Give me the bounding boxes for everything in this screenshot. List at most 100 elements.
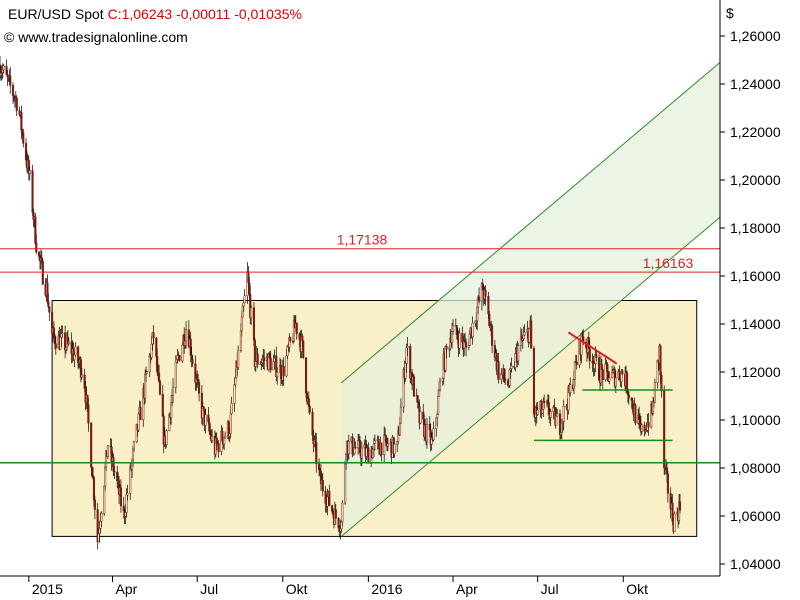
- candle-body: [425, 424, 429, 442]
- candle-body: [358, 440, 362, 453]
- candle-body: [100, 513, 103, 522]
- candle-body: [229, 413, 232, 434]
- watermark: © www.tradesignalonline.com: [4, 29, 188, 45]
- candle-body: [573, 361, 576, 380]
- candle-body: [234, 377, 237, 385]
- candle-body: [31, 170, 34, 213]
- candle-body: [315, 442, 318, 465]
- candle-body: [634, 404, 637, 424]
- candle-body: [22, 132, 25, 144]
- candle-body: [74, 346, 77, 356]
- candle-body: [341, 502, 344, 523]
- candle-body: [223, 437, 226, 445]
- candle-body: [64, 346, 68, 351]
- candle-body: [601, 369, 604, 380]
- candle-body: [653, 382, 656, 403]
- candle-body: [506, 380, 509, 386]
- candle-body: [83, 374, 86, 389]
- candle-body: [12, 95, 16, 99]
- candle-body: [399, 406, 402, 424]
- candle-body: [334, 509, 337, 519]
- candle-body: [458, 332, 461, 349]
- candle-body: [99, 521, 102, 529]
- candle-body: [441, 378, 444, 382]
- candle-body: [91, 467, 94, 477]
- candle-body: [318, 463, 321, 471]
- candle-body: [673, 513, 676, 532]
- candle-body: [198, 382, 201, 394]
- candle-body: [569, 384, 572, 393]
- candle-body: [660, 374, 663, 391]
- candle-body: [314, 439, 317, 443]
- candle-body: [126, 492, 129, 496]
- candle-body: [131, 459, 134, 470]
- candle-body: [503, 368, 506, 379]
- currency-label: $: [726, 5, 734, 21]
- candle-body: [671, 502, 674, 522]
- candle-body: [321, 480, 324, 492]
- candle-body: [340, 521, 343, 530]
- candle-body: [34, 216, 37, 244]
- candle-body: [339, 528, 342, 532]
- candle-body: [373, 440, 376, 444]
- candle-body: [239, 330, 242, 352]
- candle-body: [181, 344, 184, 362]
- candle-body: [196, 378, 199, 381]
- candle-body: [618, 371, 621, 380]
- candle-body: [11, 85, 15, 97]
- candle-body: [261, 359, 264, 364]
- candle-body: [606, 364, 609, 372]
- candle-body: [438, 389, 441, 397]
- candle-body: [354, 447, 357, 449]
- candle-body: [560, 422, 563, 433]
- candle-body: [444, 346, 447, 371]
- candle-body: [600, 364, 603, 370]
- candle-body: [514, 353, 517, 368]
- candle-body: [254, 361, 257, 367]
- candle-body: [487, 296, 490, 315]
- candle-body: [326, 496, 329, 507]
- candle-body: [377, 439, 380, 449]
- y-tick-label: 1,14000: [730, 316, 781, 332]
- candle-body: [651, 401, 655, 414]
- candle-body: [144, 374, 147, 399]
- candle-body: [543, 400, 546, 404]
- candle-body: [178, 355, 181, 362]
- candle-body: [79, 359, 82, 378]
- candle-body: [398, 422, 402, 436]
- candle-body: [630, 397, 633, 401]
- candle-body: [504, 378, 507, 382]
- candle-body: [35, 242, 38, 253]
- candle-body: [53, 335, 56, 345]
- candle-body: [532, 348, 536, 415]
- candle-body: [67, 341, 70, 344]
- y-tick-label: 1,16000: [730, 268, 781, 284]
- candle-body: [640, 424, 643, 432]
- candle-body: [432, 428, 435, 440]
- channel-upper-line: [341, 62, 721, 384]
- candle-body: [286, 346, 289, 356]
- candle-body: [593, 363, 596, 369]
- candle-body: [656, 359, 659, 383]
- candle-body: [98, 528, 101, 534]
- y-tick-label: 1,06000: [730, 508, 781, 524]
- candle-body: [541, 409, 544, 414]
- candle-body: [125, 494, 128, 513]
- candle-body: [48, 306, 51, 313]
- candle-body: [124, 512, 127, 517]
- candle-body: [9, 75, 12, 86]
- x-tick-label: Apr: [116, 581, 138, 597]
- x-tick-label: Okt: [626, 581, 648, 597]
- candle-body: [230, 403, 233, 415]
- candle-body: [467, 345, 470, 348]
- candle-body: [191, 359, 194, 365]
- candle-body: [80, 374, 83, 378]
- candle-body: [302, 340, 305, 358]
- candle-body: [174, 361, 177, 388]
- candle-body: [471, 322, 474, 337]
- candle-body: [46, 282, 49, 302]
- candle-body: [103, 485, 106, 514]
- y-tick-label: 1,22000: [730, 124, 781, 140]
- candle-body: [137, 413, 140, 431]
- candle-body: [145, 371, 149, 374]
